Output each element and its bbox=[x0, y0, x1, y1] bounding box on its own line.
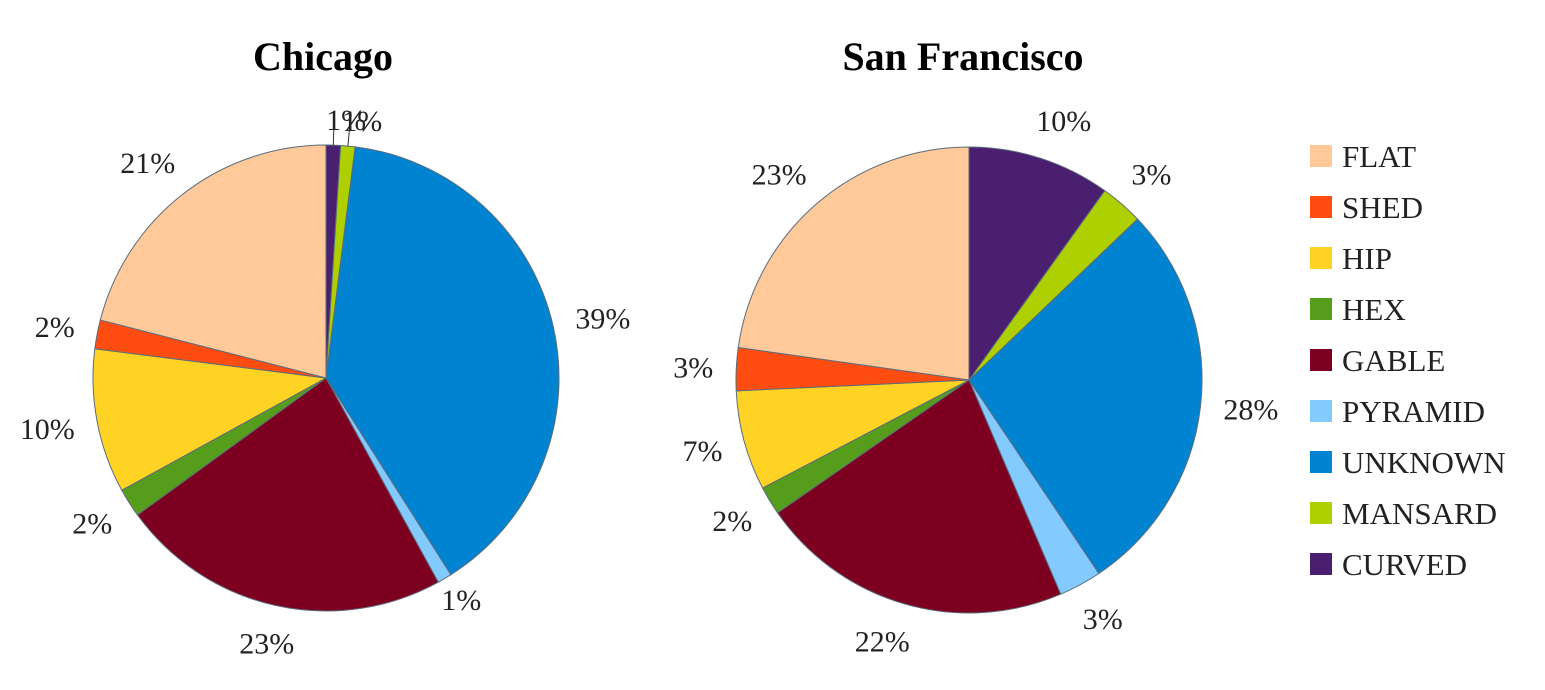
san-francisco-label-unknown: 28% bbox=[1223, 394, 1278, 427]
legend-swatch-flat bbox=[1310, 145, 1332, 167]
legend-label-flat: FLAT bbox=[1342, 139, 1416, 174]
chicago-label-shed: 2% bbox=[35, 311, 75, 344]
san-francisco-slice-unknown bbox=[968, 218, 1203, 575]
san-francisco-label-gable: 22% bbox=[855, 625, 910, 658]
chicago-slice-flat bbox=[99, 144, 327, 379]
chicago-label-hex: 2% bbox=[72, 508, 112, 541]
legend: FLAT SHED HIP HEX GABLE PYRAMID UNKNOWN MANSARD… bbox=[1310, 139, 1506, 582]
san-francisco-label-curved: 10% bbox=[1036, 105, 1091, 138]
san-francisco-slice-flat bbox=[737, 146, 970, 381]
san-francisco-label-flat: 23% bbox=[752, 159, 807, 192]
san-francisco-label-shed: 3% bbox=[673, 351, 713, 384]
legend-label-mansard: MANSARD bbox=[1342, 496, 1497, 531]
san-francisco-label-pyramid: 3% bbox=[1083, 603, 1123, 636]
legend-label-hip: HIP bbox=[1342, 241, 1392, 276]
legend-label-gable: GABLE bbox=[1342, 343, 1445, 378]
san-francisco-pie: 10% 3% 28% 3% 22% 2% 7% 3% 23% bbox=[673, 105, 1278, 658]
chicago-label-gable: 23% bbox=[239, 627, 294, 660]
legend-swatch-hex bbox=[1310, 298, 1332, 320]
legend-label-shed: SHED bbox=[1342, 190, 1423, 225]
chicago-pie: 1%1%39%1%23%2%10%2%21% bbox=[20, 104, 631, 660]
chicago-leader-curved bbox=[332, 129, 335, 146]
legend-swatch-pyramid bbox=[1310, 400, 1332, 422]
chicago-label-pyramid: 1% bbox=[441, 584, 481, 617]
chicago-label-unknown: 39% bbox=[575, 303, 630, 336]
chicago-chart-title: Chicago bbox=[253, 34, 393, 79]
legend-swatch-gable bbox=[1310, 349, 1332, 371]
legend-swatch-hip bbox=[1310, 247, 1332, 269]
san-francisco-slice-curved bbox=[968, 146, 1106, 382]
legend-label-hex: HEX bbox=[1342, 292, 1406, 327]
chicago-label-curved: 1% bbox=[326, 104, 366, 137]
legend-swatch-mansard bbox=[1310, 502, 1332, 524]
legend-label-unknown: UNKNOWN bbox=[1342, 445, 1506, 480]
chicago-leader-mansard bbox=[347, 130, 350, 147]
san-francisco-label-hip: 7% bbox=[683, 435, 723, 468]
chicago-label-flat: 21% bbox=[120, 147, 175, 180]
legend-swatch-curved bbox=[1310, 553, 1332, 575]
chicago-slice-unknown bbox=[325, 146, 560, 576]
chicago-slice-hip bbox=[92, 348, 328, 491]
san-francisco-slice-gable bbox=[776, 379, 1062, 614]
chicago-label-hip: 10% bbox=[20, 413, 75, 446]
chicago-slice-gable bbox=[136, 377, 439, 612]
san-francisco-label-hex: 2% bbox=[712, 505, 752, 538]
legend-label-curved: CURVED bbox=[1342, 547, 1467, 582]
chicago-label-mansard: 1% bbox=[342, 105, 382, 138]
san-francisco-chart-title: San Francisco bbox=[842, 34, 1083, 79]
legend-label-pyramid: PYRAMID bbox=[1342, 394, 1485, 429]
legend-swatch-shed bbox=[1310, 196, 1332, 218]
legend-swatch-unknown bbox=[1310, 451, 1332, 473]
san-francisco-label-mansard: 3% bbox=[1131, 159, 1171, 192]
